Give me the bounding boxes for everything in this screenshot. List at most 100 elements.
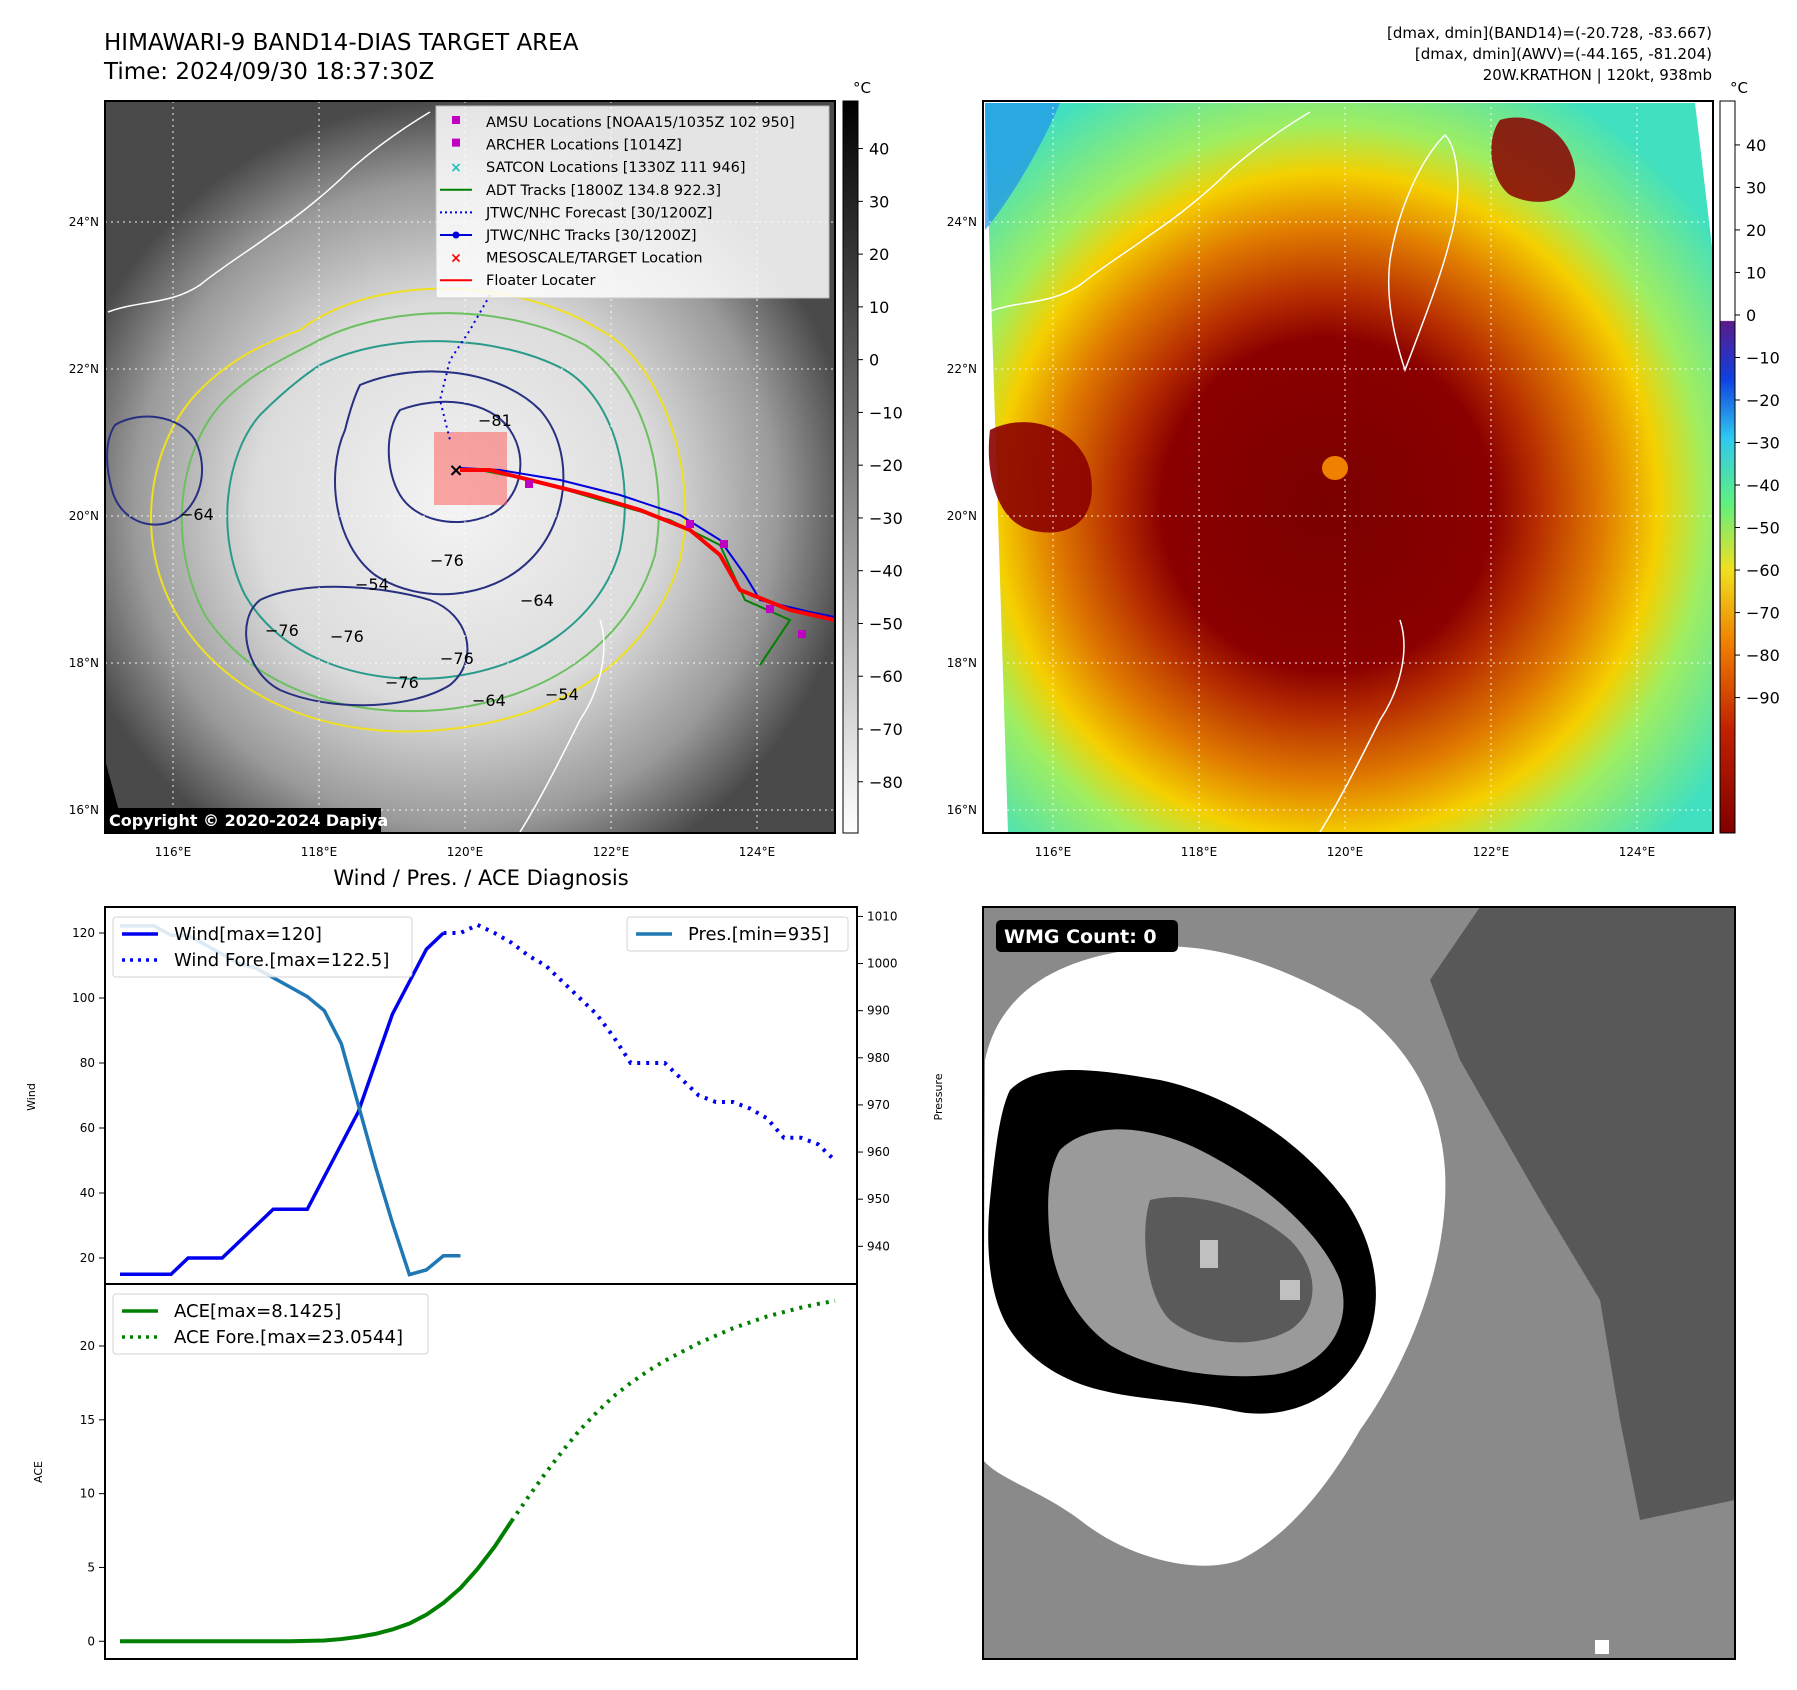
- latitude-label: 18°N: [69, 656, 99, 670]
- contour-label: −54: [545, 685, 579, 704]
- ir-contour-teal: [226, 340, 626, 680]
- colorbar-tick-label: 40: [1746, 136, 1766, 155]
- ace-axis-label: ACE: [32, 1461, 45, 1483]
- legend-entry-label: Floater Locater: [486, 273, 595, 289]
- colorbar-tick-label: −80: [1746, 646, 1780, 665]
- stats-line3: 20W.KRATHON | 120kt, 938mb: [1483, 66, 1712, 84]
- colorbar-tick-label: −90: [1746, 689, 1780, 708]
- pressure-y-tick-label: 1000: [867, 957, 898, 971]
- wv-gridlines: [983, 101, 1713, 833]
- wmg-frame: [982, 906, 1736, 1660]
- legend-entry-label: ACE[max=8.1425]: [174, 1301, 341, 1322]
- colorbar-tick-label: −20: [869, 456, 903, 475]
- stats-line2: [dmax, dmin](AWV)=(-44.165, -81.204): [1415, 45, 1712, 63]
- wv-field: [985, 103, 1713, 833]
- figure-title-line1: HIMAWARI-9 BAND14-DIAS TARGET AREA: [104, 30, 579, 56]
- amsu-markers: [525, 480, 806, 638]
- wind-y-tick-label: 20: [80, 1251, 95, 1265]
- pressure-axis-label: Pressure: [932, 1073, 945, 1120]
- pressure-y-tick-label: 960: [867, 1145, 890, 1159]
- series-line: [120, 931, 445, 1276]
- wmg-white-speck: [1595, 1640, 1609, 1654]
- legend-entry-label: AMSU Locations [NOAA15/1035Z 102 950]: [486, 115, 795, 131]
- longitude-label: 124°E: [1619, 845, 1656, 859]
- ir-contour-navy-outer: [334, 370, 565, 596]
- pressure-y-tick-label: 1010: [867, 909, 898, 923]
- wmg-panel: WMG Count: 0: [982, 906, 1736, 1660]
- ir-legend: AMSU Locations [NOAA15/1035Z 102 950] ARC…: [435, 105, 830, 299]
- legend-marker-square: [452, 116, 460, 124]
- legend-marker-x: ×: [450, 251, 462, 267]
- series-line: [120, 1519, 514, 1644]
- ir-contour-green: [180, 312, 660, 713]
- stats-line1: [dmax, dmin](BAND14)=(-20.728, -83.667): [1387, 24, 1712, 42]
- colorbar-tick-label: −60: [1746, 561, 1780, 580]
- wind-y-tick-label: 120: [72, 926, 95, 940]
- colorbar-tick-label: 10: [1746, 263, 1766, 282]
- longitude-label: 116°E: [1035, 845, 1072, 859]
- ace-y-tick-label: 15: [80, 1413, 95, 1427]
- legend-entry-label: JTWC/NHC Tracks [30/1200Z]: [485, 228, 697, 244]
- ir-contour-south-band: [245, 585, 469, 707]
- colorbar-tick-label: −10: [1746, 348, 1780, 367]
- longitude-label: 122°E: [593, 845, 630, 859]
- legend-entry-label: Wind[max=120]: [174, 924, 322, 945]
- latitude-label: 22°N: [947, 362, 977, 376]
- ace-legend: ACE[max=8.1425] ACE Fore.[max=23.0544]: [112, 1293, 429, 1355]
- wmg-badge: WMG Count: 0: [1004, 926, 1157, 948]
- legend-entry-label: ACE Fore.[max=23.0544]: [174, 1327, 403, 1348]
- wv-eye: [1322, 456, 1348, 480]
- coastline-taiwan: [1387, 133, 1459, 373]
- latitude-label: 18°N: [947, 656, 977, 670]
- contour-label: −76: [265, 621, 299, 640]
- ace-y-tick-label: 20: [80, 1339, 95, 1353]
- contour-label: −64: [180, 505, 214, 524]
- legend-entry-label: SATCON Locations [1330Z 111 946]: [486, 160, 745, 176]
- colorbar-tick-label: 20: [869, 245, 889, 264]
- colorbar-tick-label: −60: [869, 667, 903, 686]
- ace-y-tick-label: 0: [87, 1634, 95, 1648]
- wv-dry-north: [1491, 117, 1576, 202]
- contour-label: −64: [520, 591, 554, 610]
- wv-map-panel: °C 40 30 20 10 0 −10 −20 −30 −40 −50 −60 −70 −80 −90: [982, 79, 1780, 834]
- series-line: [509, 1298, 836, 1523]
- coastline-luzon: [519, 619, 605, 833]
- longitude-label: 122°E: [1473, 845, 1510, 859]
- wmg-white-speck: [1245, 1470, 1267, 1486]
- target-marker: ×: [448, 460, 463, 481]
- contour-label: −54: [355, 575, 389, 594]
- wmg-badge-bg: [996, 920, 1178, 952]
- copyright-text: Copyright © 2020-2024 Dapiya: [109, 811, 388, 830]
- pressure-y-tick-label: 990: [867, 1004, 890, 1018]
- contour-label: −76: [330, 627, 364, 646]
- contour-label: −76: [430, 551, 464, 570]
- figure-title-line2: Time: 2024/09/30 18:37:30Z: [103, 59, 434, 85]
- ir-colorbar: [842, 100, 859, 834]
- coastline-china-wv: [987, 111, 1311, 313]
- colorbar-tick-label: 0: [1746, 306, 1756, 325]
- wmg-inner-dark: [1145, 1196, 1313, 1343]
- legend-entry-label: Wind Fore.[max=122.5]: [174, 950, 389, 971]
- longitude-label: 116°E: [155, 845, 192, 859]
- wv-blue-corner: [985, 103, 1060, 230]
- colorbar-tick-label: 30: [1746, 178, 1766, 197]
- longitude-label: 118°E: [301, 845, 338, 859]
- copyright-bg: [105, 808, 381, 833]
- wind-legend: Wind[max=120] Wind Fore.[max=122.5]: [112, 916, 413, 978]
- wv-colorbar-unit: °C: [1730, 79, 1748, 97]
- contour-label: −76: [440, 649, 474, 668]
- coastline-china: [107, 111, 431, 313]
- legend-entry-label: ARCHER Locations [1014Z]: [486, 138, 682, 154]
- latitude-label: 16°N: [69, 803, 99, 817]
- colorbar-tick-label: −40: [1746, 476, 1780, 495]
- legend-entry-label: Pres.[min=935]: [688, 924, 829, 945]
- colorbar-tick-label: −20: [1746, 391, 1780, 410]
- colorbar-tick-label: 30: [869, 192, 889, 211]
- legend-entry-label: MESOSCALE/TARGET Location: [486, 251, 703, 267]
- wind-y-tick-label: 80: [80, 1056, 95, 1070]
- ir-contour-west-blob: [106, 415, 204, 526]
- ir-colorbar-unit: °C: [853, 79, 871, 97]
- wv-colorbar: [1719, 100, 1736, 834]
- contour-label: −64: [472, 691, 506, 710]
- colorbar-tick-label: −30: [1746, 434, 1780, 453]
